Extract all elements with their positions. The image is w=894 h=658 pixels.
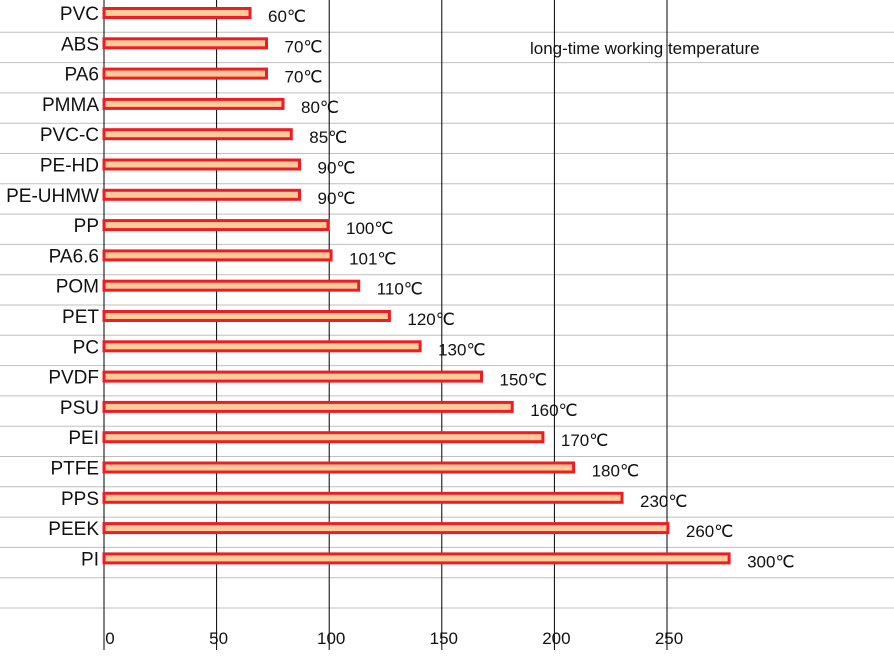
row-gridlines: [0, 31, 894, 609]
category-label: PPS: [61, 489, 99, 510]
category-label: ABS: [61, 34, 99, 55]
value-label: 180℃: [592, 462, 639, 481]
x-tick-label: 100: [317, 629, 345, 648]
value-label: 90℃: [318, 189, 356, 208]
bar-pei: [102, 431, 545, 444]
bar-peek: [102, 522, 670, 535]
bars: [102, 7, 731, 565]
value-label: 60℃: [268, 7, 306, 26]
category-label: PET: [62, 307, 99, 328]
value-label: 130℃: [438, 340, 485, 359]
category-label: POM: [56, 277, 99, 298]
value-label: 230℃: [640, 492, 687, 511]
value-label: 110℃: [377, 280, 423, 299]
bar-pom: [102, 279, 361, 292]
value-label: 170℃: [561, 431, 608, 450]
category-label: PEI: [68, 428, 99, 449]
x-tick-labels: 0 50 100 150 200 250: [105, 629, 683, 648]
chart-annotation: long-time working temperature: [530, 39, 760, 58]
category-label: PE-UHMW: [6, 186, 99, 207]
value-label: 101℃: [349, 249, 396, 268]
category-label: PMMA: [42, 95, 99, 116]
x-tick-label: 150: [430, 629, 458, 648]
value-label: 70℃: [285, 68, 323, 87]
category-label: PA6.6: [49, 246, 99, 267]
category-label: PI: [81, 549, 99, 570]
bar-pet: [102, 310, 391, 322]
bar-abs: [102, 37, 268, 50]
value-label: 120℃: [407, 310, 454, 329]
value-label: 70℃: [285, 37, 323, 56]
category-label: PVDF: [48, 368, 99, 389]
category-label: PP: [74, 216, 99, 237]
value-labels: 60℃ 70℃ 70℃ 80℃ 85℃ 90℃ 90℃ 100℃ 101℃ 110℃ 120℃ 130…: [268, 7, 795, 571]
bar-pi: [102, 552, 731, 565]
bar-pmma: [102, 97, 285, 110]
category-label: PA6: [64, 65, 99, 86]
x-tick-label: 50: [209, 629, 228, 648]
category-labels: PVC ABS PA6 PMMA PVC-C PE-HD PE-UHMW PP PA6.6 POM…: [6, 4, 99, 570]
category-label: PSU: [60, 398, 99, 419]
bar-pp: [102, 219, 330, 232]
category-label: PVC: [60, 4, 99, 25]
bar-pvdf: [102, 370, 483, 383]
value-label: 160℃: [530, 401, 577, 420]
bar-pvc: [102, 7, 252, 19]
bar-pa6: [102, 67, 268, 80]
category-label: PEEK: [48, 519, 99, 540]
x-tick-label: 0: [105, 629, 114, 648]
bar-pe-hd: [102, 158, 301, 171]
x-tick-label: 200: [542, 629, 570, 648]
value-label: 85℃: [309, 128, 347, 147]
category-label: PTFE: [50, 459, 99, 480]
category-label: PE-HD: [40, 156, 99, 177]
bar-pps: [102, 491, 624, 504]
x-tick-label: 250: [655, 629, 683, 648]
value-label: 150℃: [500, 371, 547, 390]
category-label: PVC-C: [40, 125, 99, 146]
bar-pe-uhmw: [102, 188, 301, 201]
bar-pc: [102, 340, 422, 353]
bar-ptfe: [102, 461, 576, 474]
bar-psu: [102, 400, 514, 413]
value-label: 80℃: [301, 98, 339, 117]
category-label: PC: [73, 337, 99, 358]
bar-pvc-c: [102, 128, 293, 141]
value-label: 300℃: [747, 552, 794, 571]
value-label: 100℃: [346, 219, 393, 238]
value-label: 90℃: [318, 159, 356, 178]
value-label: 260℃: [686, 522, 733, 541]
bar-pa6.6: [102, 249, 333, 262]
